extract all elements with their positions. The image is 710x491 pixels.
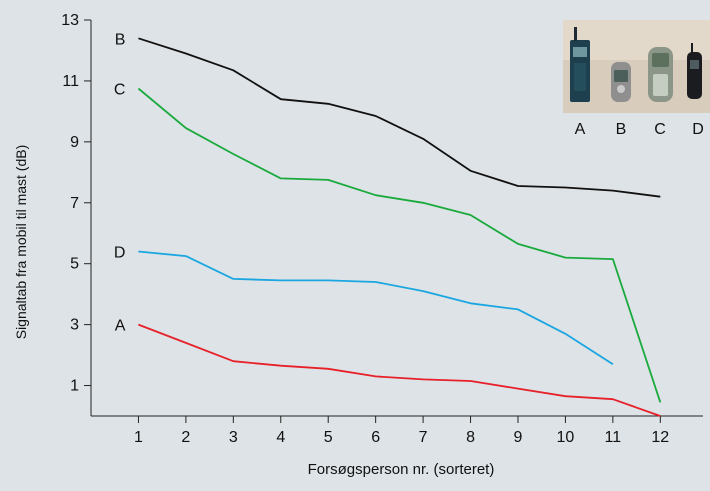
y-tick-label: 5 (70, 256, 79, 273)
x-tick-label: 4 (276, 429, 285, 446)
series-label-c: C (114, 82, 126, 99)
x-tick-label: 7 (419, 429, 428, 446)
x-tick-label: 6 (371, 429, 380, 446)
series-label-b: B (115, 31, 126, 48)
plot-frame (90, 20, 703, 417)
x-tick-label: 3 (229, 429, 238, 446)
phone-label-d: D (692, 121, 704, 138)
phone-photo-inset (563, 20, 710, 113)
series-line-c (137, 87, 662, 403)
phone-label-b: B (616, 121, 627, 138)
series-line-a (138, 323, 661, 417)
x-tick-label: 10 (557, 429, 575, 446)
y-tick-label: 9 (70, 134, 79, 151)
x-axis-ticks: 1 2 3 4 5 6 7 8 9 10 11 12 (134, 416, 669, 446)
phone-d-icon (687, 43, 702, 99)
y-tick-label: 11 (62, 73, 79, 90)
phone-a-icon (570, 27, 590, 102)
y-tick-label: 7 (70, 195, 79, 212)
x-tick-label: 1 (134, 429, 143, 446)
x-tick-label: 8 (466, 429, 475, 446)
phone-label-c: C (654, 121, 666, 138)
x-tick-label: 12 (651, 429, 669, 446)
series-label-a: A (115, 318, 126, 335)
x-axis-title: Forsøgsperson nr. (sorteret) (308, 461, 495, 478)
series-labels: B C D A (114, 31, 126, 334)
phone-label-a: A (575, 121, 586, 138)
x-tick-label: 2 (181, 429, 190, 446)
y-tick-label: 3 (70, 317, 79, 334)
x-tick-label: 9 (514, 429, 523, 446)
x-tick-label: 5 (324, 429, 333, 446)
series-line-d (138, 250, 614, 365)
phone-b-icon (611, 62, 631, 102)
y-tick-label: 1 (70, 378, 79, 395)
phone-photo-labels: A B C D (575, 121, 704, 138)
x-tick-label: 11 (605, 429, 622, 446)
series-lines (137, 37, 662, 417)
series-label-d: D (114, 245, 126, 262)
phone-c-icon (648, 47, 673, 102)
y-axis-title: Signaltab fra mobil til mast (dB) (13, 145, 29, 340)
y-tick-label: 13 (61, 12, 79, 29)
series-line-b (138, 37, 661, 198)
